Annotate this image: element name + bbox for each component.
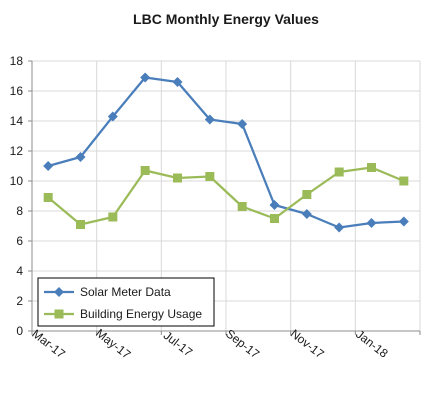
y-tick-label: 18 [10, 54, 24, 68]
data-point-square [238, 202, 247, 211]
data-point-square [44, 193, 53, 202]
x-tick-label: Mar-17 [29, 327, 68, 362]
x-tick-label: Jul-17 [161, 328, 196, 359]
data-point-square [205, 172, 214, 181]
data-point-square [302, 190, 311, 199]
legend-marker-square [55, 310, 64, 319]
y-axis-tick-labels: 0 2 4 6 8 10 12 14 16 18 [10, 54, 24, 338]
y-tick-label: 8 [16, 204, 23, 218]
data-point-square [335, 168, 344, 177]
y-tick-label: 2 [16, 294, 23, 308]
data-point-diamond [270, 200, 280, 210]
data-point-square [108, 213, 117, 222]
y-tick-label: 14 [10, 114, 24, 128]
y-tick-label: 12 [10, 144, 24, 158]
data-point-diamond [367, 218, 377, 228]
x-tick-label: Sep-17 [223, 326, 262, 361]
data-point-square [76, 220, 85, 229]
y-tick-label: 6 [16, 234, 23, 248]
data-point-square [399, 177, 408, 186]
legend: Solar Meter Data Building Energy Usage [38, 278, 214, 326]
legend-label: Building Energy Usage [80, 307, 202, 321]
data-point-square [173, 174, 182, 183]
data-point-diamond [43, 161, 53, 171]
chart-title: LBC Monthly Energy Values [133, 11, 319, 27]
data-point-square [141, 166, 150, 175]
y-tick-label: 4 [16, 264, 23, 278]
y-tick-label: 0 [16, 324, 23, 338]
data-point-diamond [334, 223, 344, 233]
data-point-diamond [399, 217, 409, 227]
y-tick-label: 10 [10, 174, 24, 188]
legend-label: Solar Meter Data [80, 285, 171, 299]
data-point-square [367, 163, 376, 172]
x-tick-label: Nov-17 [288, 326, 327, 361]
y-tick-label: 16 [10, 84, 24, 98]
x-tick-label: Jan-18 [353, 327, 391, 361]
data-point-square [270, 214, 279, 223]
